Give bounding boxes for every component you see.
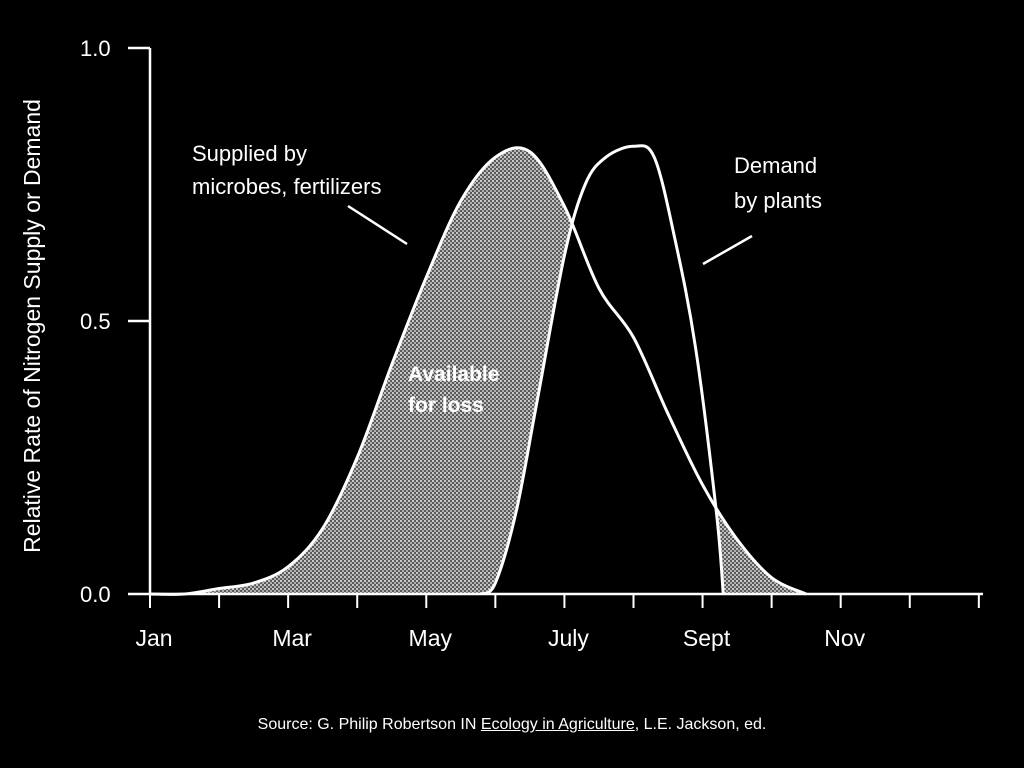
x-tick-label: Mar [272, 625, 312, 651]
x-tick-label: May [409, 625, 453, 651]
y-tick-label: 0.0 [80, 582, 111, 607]
supply-curve [149, 146, 807, 596]
source-book-title: Ecology in Agriculture [480, 716, 635, 733]
source-suffix: , L.E. Jackson, ed. [634, 716, 767, 733]
source-prefix: Source: G. Philip Robertson IN [257, 716, 481, 733]
x-tick-label: July [548, 625, 589, 651]
demand-area [481, 145, 724, 594]
supply-annotation-line1: Supplied by [192, 141, 307, 166]
y-tick-label: 0.5 [80, 309, 111, 334]
supply-pointer [347, 204, 408, 246]
x-tick-label: Jan [135, 625, 172, 651]
x-tick-label: Nov [824, 625, 865, 651]
x-tick-label: Sept [683, 625, 731, 651]
nitrogen-chart: 1.0 0.5 0.0 Jan Mar May July Sept Nov Relative … [19, 36, 983, 651]
supply-annotation-line2: microbes, fertilizers [192, 174, 381, 199]
available-annotation-line1: Available [408, 363, 499, 386]
source-citation: Source: G. Philip Robertson IN Ecology i… [0, 716, 1024, 734]
y-tick-label: 1.0 [80, 36, 111, 61]
y-axis-label: Relative Rate of Nitrogen Supply or Dema… [19, 99, 45, 553]
demand-annotation-line2: by plants [734, 188, 822, 213]
demand-curve [480, 144, 725, 596]
demand-pointer [702, 234, 753, 266]
available-annotation-line2: for loss [408, 394, 484, 417]
demand-annotation-line1: Demand [734, 153, 817, 178]
